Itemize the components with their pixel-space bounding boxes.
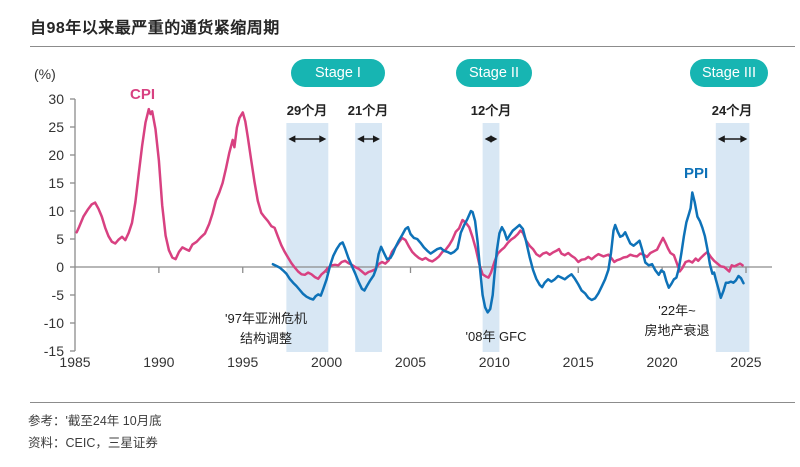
footer-note: 参考：'截至24年 10月底 <box>28 414 162 428</box>
stage-band-1 <box>286 123 329 352</box>
annotation-22-line2: 房地产衰退 <box>644 323 710 338</box>
band-arrow-3 <box>484 135 498 143</box>
x-tick-label: 1985 <box>59 354 90 370</box>
y-tick-label: 5 <box>56 231 64 247</box>
x-tick-label: 2025 <box>730 354 761 370</box>
stage-1-badge: Stage I <box>291 59 385 87</box>
band-arrow-4 <box>717 135 748 143</box>
ppi-series-label: PPI <box>684 165 709 182</box>
stage-band-4 <box>715 123 750 352</box>
x-tick-label: 2020 <box>647 354 678 370</box>
stage-3-badge: Stage III <box>690 59 768 87</box>
y-tick-label: -5 <box>52 287 65 303</box>
stage-2-badge: Stage II <box>456 59 532 87</box>
title-divider <box>30 46 795 47</box>
y-tick-label: 15 <box>48 175 64 191</box>
page-title: 自98年以来最严重的通货紧缩周期 <box>30 20 280 37</box>
annotation-97-line1: '97年亚洲危机 <box>225 311 307 326</box>
x-tick-label: 2005 <box>395 354 426 370</box>
x-tick-label: 2000 <box>311 354 342 370</box>
duration-label-12m: 12个月 <box>470 103 512 118</box>
y-tick-label: -10 <box>44 315 64 331</box>
footer-divider <box>30 402 795 403</box>
footer-source: 资料：CEIC，三星证券 <box>28 436 158 450</box>
stage-band-3 <box>482 123 500 352</box>
x-tick-label: 1995 <box>227 354 258 370</box>
cpi-series-label: CPI <box>130 86 156 103</box>
band-arrow-2 <box>357 135 380 143</box>
annotation-97-asian-crisis: '97年亚洲危机 结构调整 <box>201 309 331 349</box>
y-tick-label: 20 <box>48 147 64 163</box>
duration-label-24m: 24个月 <box>711 103 753 118</box>
ppi-line <box>271 191 745 314</box>
x-tick-label: 1990 <box>143 354 174 370</box>
y-axis-unit-label: (%) <box>34 66 56 82</box>
x-tick-label: 2010 <box>479 354 510 370</box>
y-tick-label: 25 <box>48 119 64 135</box>
annotation-08-line1: '08年 GFC <box>465 329 527 344</box>
annotation-22-property-recession: '22年~ 房地产衰退 <box>612 301 742 341</box>
cpi-line <box>75 107 744 281</box>
annotation-08-gfc: '08年 GFC <box>431 327 561 347</box>
annotation-97-line2: 结构调整 <box>239 331 292 346</box>
y-tick-label: 0 <box>56 259 64 275</box>
annotation-22-line1: '22年~ <box>658 303 696 318</box>
x-tick-label: 2015 <box>563 354 594 370</box>
stage-band-2 <box>355 123 382 352</box>
y-tick-label: 30 <box>48 91 64 107</box>
y-tick-label: -15 <box>44 343 64 359</box>
duration-label-21m: 21个月 <box>347 103 389 118</box>
duration-label-29m: 29个月 <box>286 103 328 118</box>
y-tick-label: 10 <box>48 203 64 219</box>
band-arrow-1 <box>288 135 327 143</box>
